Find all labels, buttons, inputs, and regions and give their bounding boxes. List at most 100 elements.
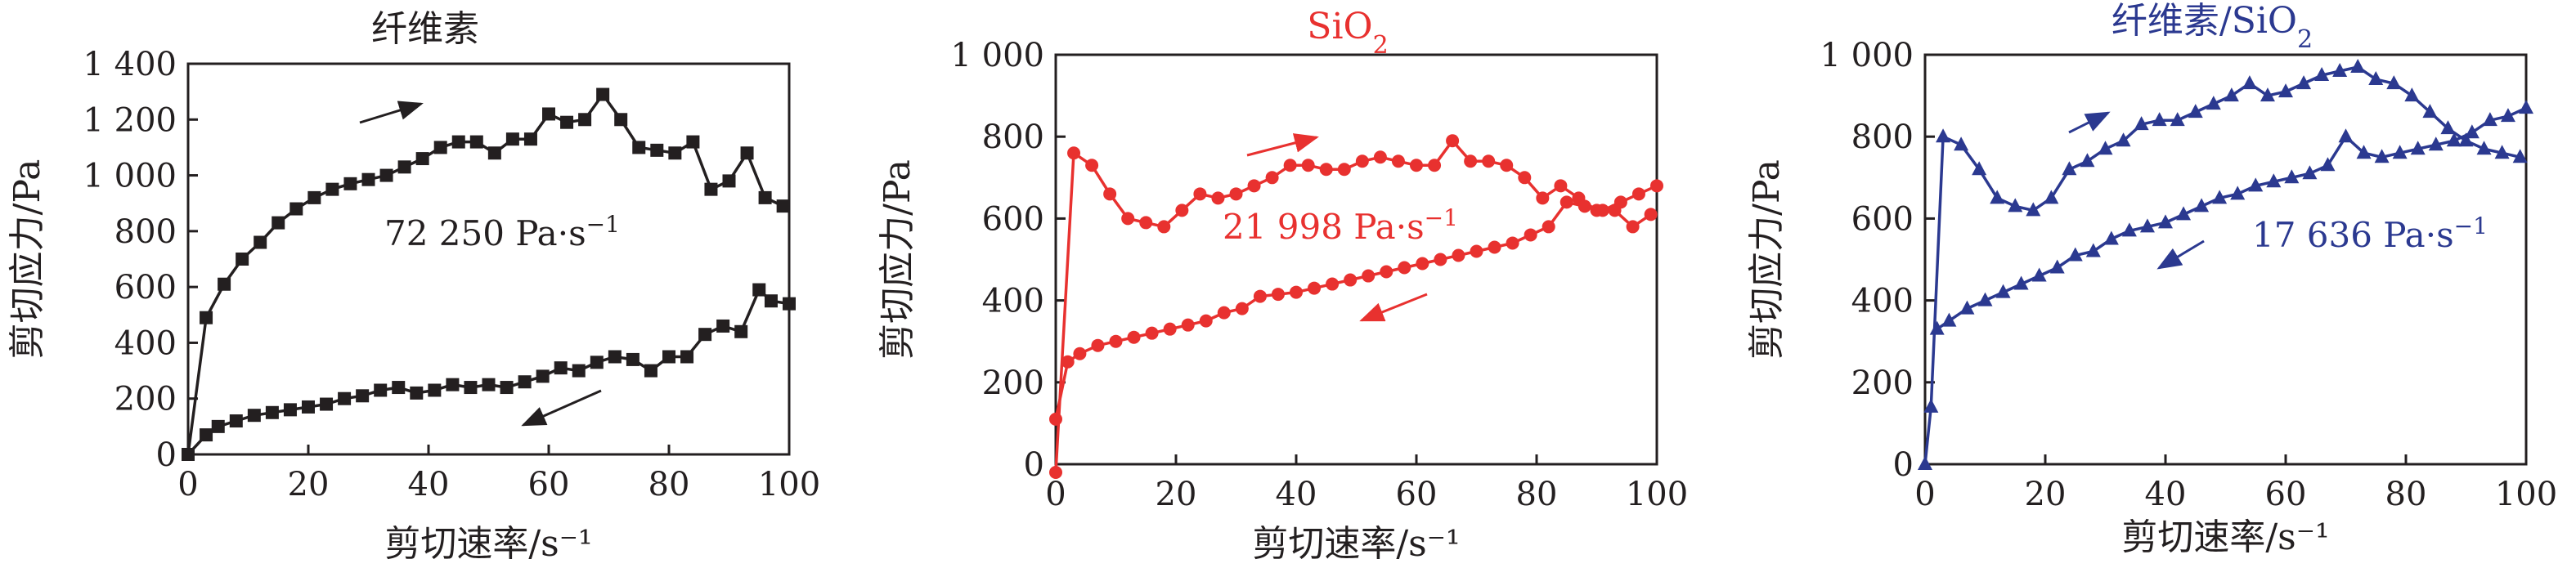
direction-arrow <box>521 389 602 427</box>
data-point <box>446 378 460 391</box>
plot-frame <box>1923 53 2528 466</box>
data-point <box>1500 159 1514 172</box>
data-point <box>2476 141 2492 155</box>
data-point <box>236 253 249 266</box>
data-point <box>1631 187 1645 201</box>
data-point <box>1542 220 1555 234</box>
chart-title: 纤维素/SiO2 <box>2112 0 2313 54</box>
data-point <box>374 383 388 397</box>
data-point <box>379 168 393 182</box>
x-tick-label: 100 <box>2495 476 2557 513</box>
data-point <box>1923 398 1939 413</box>
data-point <box>469 135 483 149</box>
data-point <box>2428 136 2444 151</box>
data-point <box>1362 269 1376 283</box>
y-axis-label: 剪切应力/Pa <box>1746 159 1788 360</box>
data-point <box>2314 67 2330 82</box>
direction-arrow <box>359 101 424 124</box>
y-tick-label: 0 <box>156 436 177 474</box>
data-point <box>1470 244 1483 258</box>
data-point <box>680 350 694 364</box>
data-point <box>1103 187 1117 201</box>
direction-arrow <box>1246 133 1319 157</box>
y-tick-label: 600 <box>114 269 177 306</box>
data-point <box>2188 104 2203 119</box>
data-point <box>764 294 778 308</box>
data-point <box>2152 112 2167 127</box>
data-point <box>578 113 592 127</box>
series-line-up <box>1923 65 2521 465</box>
data-point <box>283 403 297 417</box>
data-point <box>1199 314 1213 328</box>
data-point <box>1560 195 1573 209</box>
data-point <box>2386 75 2402 90</box>
data-point <box>2134 116 2149 131</box>
data-point <box>1941 312 1957 327</box>
hysteresis-area-label: 21 998 Pa·s−1 <box>1223 204 1458 248</box>
series-line-down <box>1936 106 2527 331</box>
y-tick-label: 800 <box>982 119 1044 156</box>
data-point <box>536 369 550 383</box>
data-point <box>1595 204 1609 217</box>
data-point <box>2404 87 2420 102</box>
data-point <box>1990 190 2005 204</box>
data-point <box>1235 302 1249 315</box>
data-point <box>247 409 261 423</box>
data-point <box>1416 257 1429 271</box>
data-point <box>272 216 285 230</box>
data-point <box>2176 206 2192 221</box>
data-point <box>1918 456 1932 470</box>
x-tick-label: 80 <box>648 466 690 503</box>
data-point <box>2158 214 2173 229</box>
data-point <box>1181 318 1195 332</box>
data-point <box>2482 112 2497 127</box>
data-point <box>2284 169 2300 184</box>
data-point <box>2049 259 2065 274</box>
data-point <box>704 182 718 196</box>
data-point <box>2031 267 2047 282</box>
x-tick-label: 40 <box>2145 476 2187 513</box>
x-tick-label: 100 <box>1626 476 1688 513</box>
y-tick-label: 1 000 <box>1820 37 1914 74</box>
data-point <box>428 383 442 397</box>
data-point <box>1193 187 1207 201</box>
data-point <box>644 364 657 378</box>
data-point <box>1157 220 1171 234</box>
data-point <box>1121 212 1135 226</box>
y-tick-label: 600 <box>982 200 1044 238</box>
data-point <box>1247 179 1261 193</box>
data-point <box>1301 159 1315 172</box>
data-point <box>2013 275 2029 290</box>
data-point <box>1398 261 1411 275</box>
data-point <box>1518 171 1532 185</box>
data-point <box>2320 157 2336 172</box>
y-axis-label: 剪切应力/Pa <box>7 159 48 360</box>
data-point <box>2026 202 2041 217</box>
data-point <box>2338 128 2354 143</box>
data-point <box>1410 159 1423 172</box>
data-point <box>410 386 424 400</box>
y-tick-label: 1 400 <box>83 46 177 83</box>
y-tick-label: 400 <box>1851 283 1914 320</box>
x-tick-label: 100 <box>758 466 820 503</box>
data-point <box>632 141 646 154</box>
data-point <box>1229 187 1243 201</box>
y-tick-label: 200 <box>114 381 177 418</box>
data-point <box>1217 306 1231 320</box>
data-point <box>289 202 303 216</box>
data-point <box>1506 236 1519 250</box>
chart-title: 纤维素 <box>371 8 479 50</box>
data-point <box>2212 190 2228 204</box>
data-point <box>650 143 664 157</box>
data-point <box>1085 159 1099 172</box>
data-point <box>487 146 501 160</box>
data-point <box>1626 220 1640 234</box>
x-tick-label: 60 <box>528 466 570 503</box>
data-point <box>1253 289 1267 303</box>
data-point <box>1488 240 1501 254</box>
series-line-up <box>1054 139 1652 473</box>
data-point <box>1524 228 1537 242</box>
data-point <box>229 414 243 428</box>
x-tick-label: 0 <box>1914 476 1935 513</box>
